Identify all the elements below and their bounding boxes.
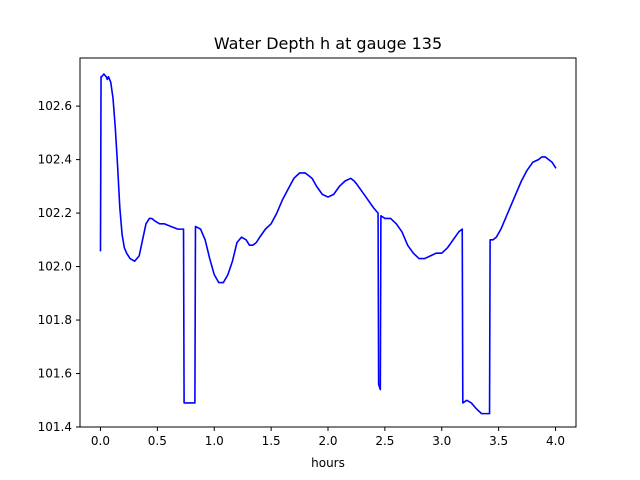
x-tick-label: 3.0 (432, 434, 451, 448)
x-tick-label: 0.0 (91, 434, 110, 448)
y-tick-label: 101.6 (38, 367, 72, 381)
y-axis-ticks: 101.4 101.6 101.8 102.0 102.2 102.4 102.6 (38, 99, 80, 434)
y-tick-label: 102.4 (38, 153, 72, 167)
chart-title: Water Depth h at gauge 135 (214, 34, 442, 53)
y-tick-label: 102.0 (38, 260, 72, 274)
x-tick-label: 1.0 (205, 434, 224, 448)
x-tick-label: 2.0 (318, 434, 337, 448)
x-tick-label: 1.5 (262, 434, 281, 448)
x-axis-label: hours (311, 456, 345, 470)
y-tick-label: 102.6 (38, 99, 72, 113)
x-axis-ticks: 0.0 0.5 1.0 1.5 2.0 2.5 3.0 3.5 4.0 (91, 427, 565, 448)
x-tick-label: 2.5 (375, 434, 394, 448)
y-tick-label: 101.8 (38, 313, 72, 327)
series-line-1 (99, 73, 557, 415)
x-tick-label: 4.0 (546, 434, 565, 448)
y-tick-label: 101.4 (38, 420, 72, 434)
y-tick-label: 102.2 (38, 206, 72, 220)
plot-area (80, 58, 576, 427)
x-tick-label: 0.5 (148, 434, 167, 448)
x-tick-label: 3.5 (489, 434, 508, 448)
series-layer (99, 73, 557, 415)
